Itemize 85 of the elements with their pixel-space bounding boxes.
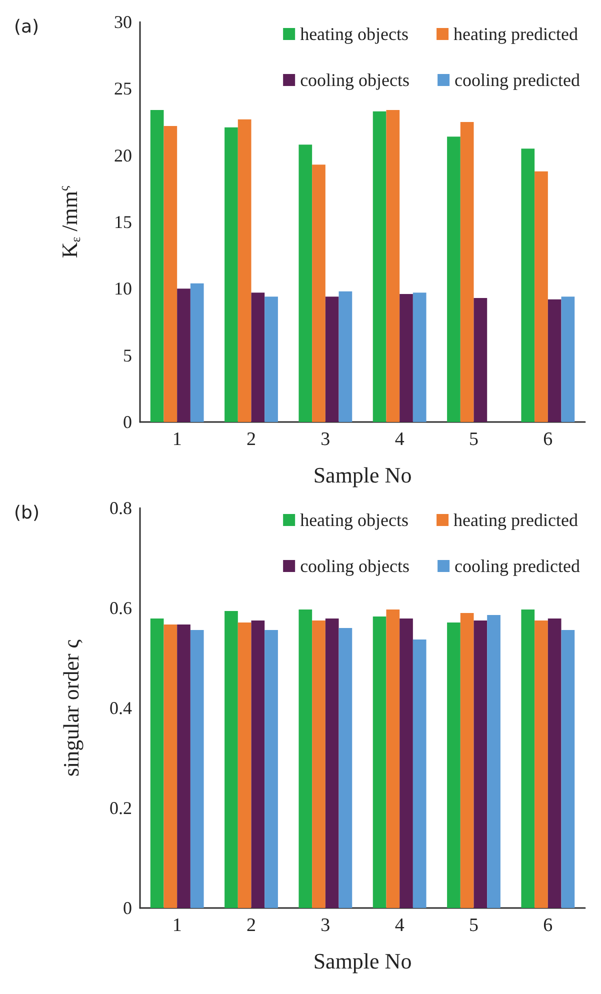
bar	[447, 136, 460, 422]
bar	[238, 622, 252, 908]
bar	[372, 111, 386, 422]
bar	[386, 610, 400, 908]
y-tick-label: 25	[114, 78, 132, 99]
bar	[548, 618, 562, 908]
bar	[298, 144, 312, 422]
bar	[338, 291, 352, 422]
bar	[190, 630, 204, 908]
bar	[460, 613, 474, 908]
y-tick-label: 15	[114, 212, 132, 232]
bar	[298, 610, 312, 908]
legend-label: heating predicted	[454, 510, 578, 530]
x-tick-label: 1	[172, 429, 182, 450]
x-tick-label: 6	[543, 429, 553, 450]
x-tick-label: 6	[543, 915, 553, 936]
bar	[460, 122, 474, 422]
bar	[150, 110, 164, 422]
legend-label: heating objects	[300, 510, 409, 530]
bar	[264, 296, 278, 422]
x-axis-title: Sample No	[313, 462, 412, 488]
bar	[474, 298, 488, 422]
bar	[561, 296, 575, 422]
legend-label: cooling objects	[300, 556, 410, 576]
x-tick-label: 1	[172, 915, 182, 936]
bar	[177, 624, 190, 908]
bar	[325, 618, 339, 908]
bar	[190, 283, 204, 422]
y-tick-label: 10	[114, 278, 132, 299]
legend-label: cooling objects	[300, 70, 410, 90]
bar	[372, 616, 386, 908]
bar	[177, 288, 190, 422]
bar	[224, 127, 238, 422]
x-tick-label: 2	[246, 429, 256, 450]
y-tick-label: 5	[123, 345, 132, 366]
x-axis-title: Sample No	[313, 948, 412, 974]
bar	[164, 126, 178, 422]
x-tick-label: 5	[469, 915, 478, 936]
text: (a)	[14, 16, 40, 38]
x-tick-label: 3	[320, 429, 330, 450]
y-tick-label: 30	[114, 12, 132, 32]
bar	[474, 620, 488, 908]
y-tick-label: 0.6	[110, 598, 132, 618]
x-tick-label: 4	[394, 429, 405, 450]
bar	[238, 119, 252, 422]
bar	[534, 620, 548, 908]
x-tick-label: 2	[246, 915, 256, 936]
bar	[487, 615, 500, 908]
y-tick-label: 0.2	[110, 798, 132, 818]
bar	[164, 624, 178, 908]
y-tick-label: 0	[123, 412, 132, 432]
bar	[325, 296, 339, 422]
bar	[386, 110, 400, 422]
text: (b)	[14, 502, 40, 524]
x-tick-label: 4	[394, 915, 405, 936]
y-axis-title: singular order ς	[58, 639, 84, 777]
bar	[312, 620, 326, 908]
legend-label: cooling predicted	[454, 556, 580, 576]
legend-label: cooling predicted	[454, 70, 580, 90]
bar	[412, 292, 426, 422]
y-tick-label: 0	[123, 898, 132, 918]
y-tick-label: 20	[114, 145, 132, 166]
y-axis-title: Kε /mmς	[56, 184, 83, 258]
bar	[251, 620, 265, 908]
legend-label: heating predicted	[454, 24, 578, 44]
y-tick-label: 0.8	[110, 498, 132, 518]
bar	[150, 618, 164, 908]
bar	[400, 294, 413, 422]
bar	[561, 630, 575, 908]
bar	[521, 148, 535, 422]
bar	[447, 622, 460, 908]
x-tick-label: 3	[320, 915, 330, 936]
bar	[548, 299, 562, 422]
bar	[338, 628, 352, 908]
bar	[534, 171, 548, 422]
bar	[224, 611, 238, 908]
y-tick-label: 0.4	[110, 698, 132, 718]
bar	[521, 610, 535, 908]
bar	[312, 164, 326, 422]
bar	[400, 618, 413, 908]
bar	[412, 640, 426, 908]
bar	[251, 292, 265, 422]
x-tick-label: 5	[469, 429, 478, 450]
legend-label: heating objects	[300, 24, 409, 44]
bar	[264, 630, 278, 908]
